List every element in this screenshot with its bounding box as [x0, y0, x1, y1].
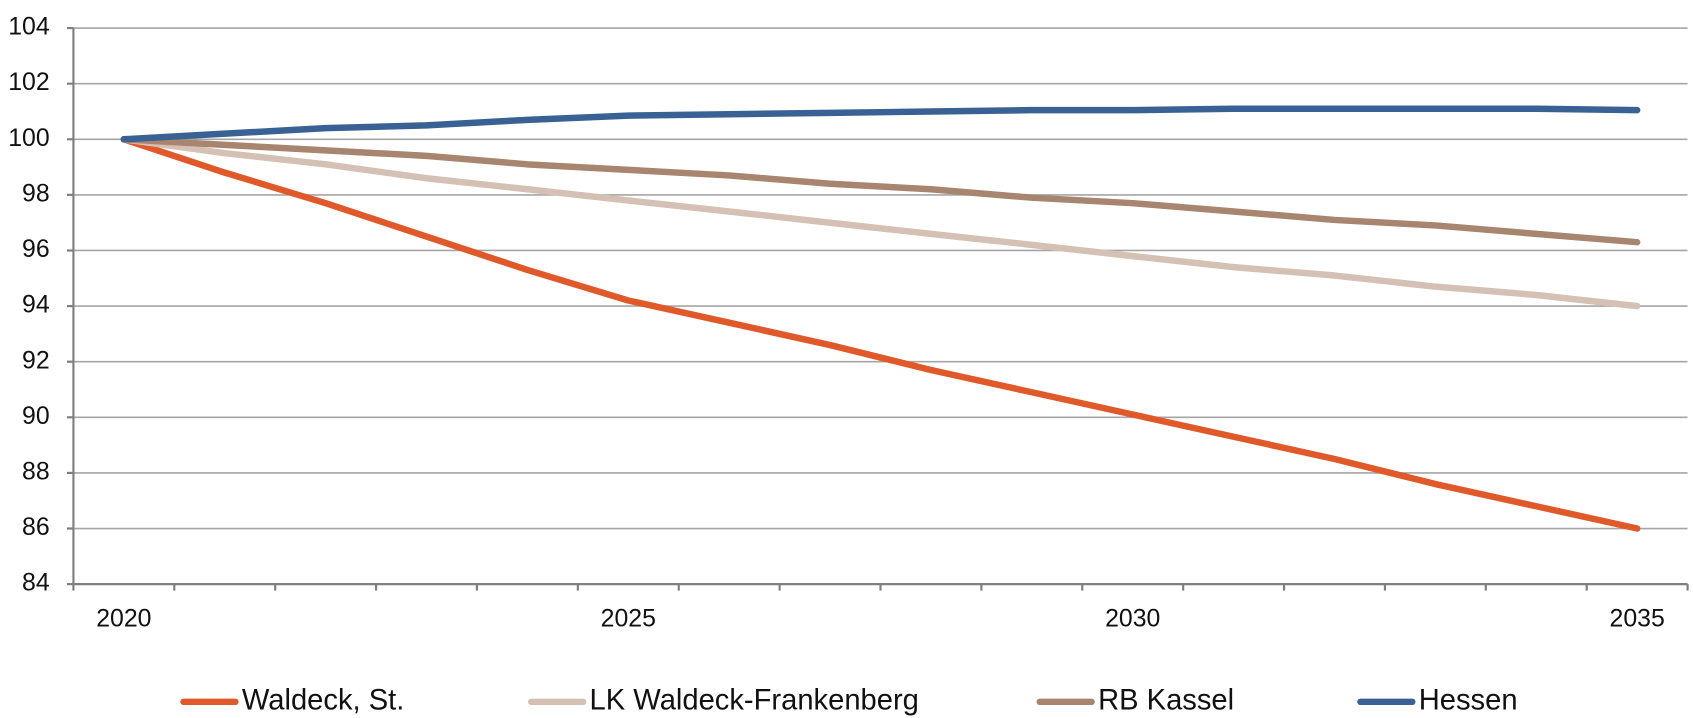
x-tick-label: 2030 [1105, 605, 1160, 632]
legend-label: LK Waldeck-Frankenberg [590, 685, 919, 717]
legend-label: RB Kassel [1098, 685, 1234, 717]
series-line [120, 136, 1641, 310]
y-tick-label: 94 [22, 292, 50, 319]
x-tick-label: 2020 [96, 605, 151, 632]
y-tick-label: 88 [22, 458, 50, 485]
y-tick-label: 86 [22, 514, 50, 541]
y-tick-label: 92 [22, 347, 50, 374]
y-tick-label: 84 [22, 570, 50, 597]
y-tick-label: 90 [22, 403, 50, 430]
x-tick-label: 2025 [601, 605, 656, 632]
legend-label: Hessen [1419, 685, 1518, 717]
series-line [120, 136, 1641, 246]
y-tick-label: 104 [8, 14, 50, 41]
y-tick-label: 100 [8, 125, 49, 152]
series-line [120, 136, 1641, 532]
y-tick-label: 98 [22, 180, 50, 207]
y-tick-label: 102 [8, 69, 49, 96]
x-tick-label: 2035 [1610, 605, 1665, 632]
y-tick-label: 96 [22, 236, 50, 263]
series-line [120, 105, 1641, 143]
legend-label: Waldeck, St. [242, 685, 404, 717]
